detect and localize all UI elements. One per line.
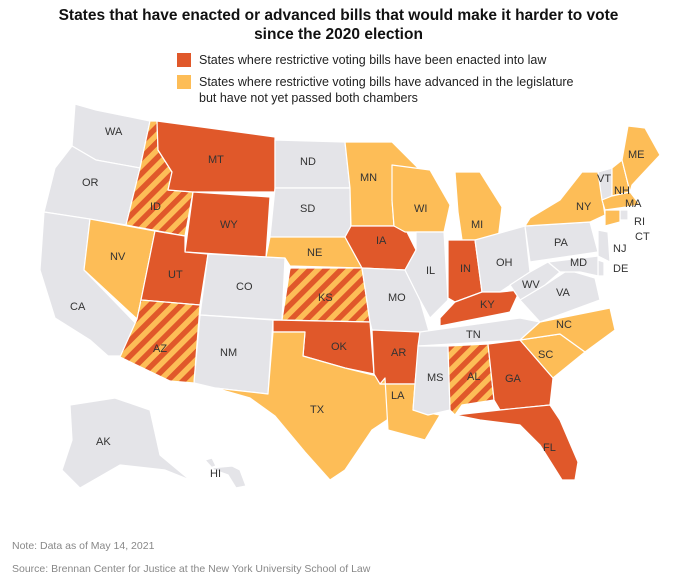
state-AZ[interactable] <box>119 299 201 384</box>
state-label-WA: WA <box>105 126 123 138</box>
state-AK[interactable] <box>61 397 191 489</box>
state-label-NY: NY <box>576 201 592 213</box>
legend-item-advanced: States where restrictive voting bills ha… <box>177 74 637 106</box>
state-label-NV: NV <box>110 251 126 263</box>
state-label-NC: NC <box>556 319 572 331</box>
state-DE[interactable] <box>597 259 605 277</box>
title-line-2: since the 2020 election <box>254 26 423 43</box>
state-label-MN: MN <box>360 172 377 184</box>
state-label-TN: TN <box>466 329 481 341</box>
footnote-source: Source: Brennan Center for Justice at th… <box>12 563 371 575</box>
state-label-AK: AK <box>96 436 111 448</box>
legend: States where restrictive voting bills ha… <box>177 52 637 112</box>
state-label-CA: CA <box>70 301 86 313</box>
state-label-PA: PA <box>554 237 569 249</box>
state-label-NE: NE <box>307 247 322 259</box>
state-label-WY: WY <box>220 219 238 231</box>
state-label-WI: WI <box>414 203 427 215</box>
state-WI[interactable] <box>391 164 451 233</box>
state-label-OH: OH <box>496 257 513 269</box>
legend-swatch-enacted <box>177 53 191 67</box>
chart-title: States that have enacted or advanced bil… <box>0 6 677 44</box>
state-label-DE: DE <box>613 263 628 275</box>
state-label-IN: IN <box>460 263 471 275</box>
legend-item-enacted: States where restrictive voting bills ha… <box>177 52 637 68</box>
state-label-ME: ME <box>628 149 645 161</box>
state-label-AZ: AZ <box>153 343 167 355</box>
state-label-UT: UT <box>168 269 183 281</box>
state-label-LA: LA <box>391 390 405 402</box>
state-label-SC: SC <box>538 349 553 361</box>
legend-swatch-advanced <box>177 75 191 89</box>
state-label-AR: AR <box>391 347 406 359</box>
state-label-WV: WV <box>522 279 540 291</box>
state-MD[interactable] <box>547 255 599 277</box>
state-label-FL: FL <box>543 442 556 454</box>
state-label-IA: IA <box>376 235 387 247</box>
state-label-NM: NM <box>220 347 237 359</box>
legend-label-advanced-line1: States where restrictive voting bills ha… <box>199 75 574 89</box>
state-label-ND: ND <box>300 156 316 168</box>
state-KY[interactable] <box>439 289 521 327</box>
state-label-AL: AL <box>467 371 480 383</box>
state-HI[interactable] <box>204 457 247 489</box>
state-labels: WA OR CA ID NV MT WY UT AZ CO NM ND SD N… <box>70 126 650 480</box>
state-label-CT: CT <box>635 231 650 243</box>
state-FL[interactable] <box>454 404 579 481</box>
footnote-date: Note: Data as of May 14, 2021 <box>12 540 155 552</box>
state-label-CO: CO <box>236 281 253 293</box>
state-label-HI: HI <box>210 468 221 480</box>
state-label-KS: KS <box>318 292 333 304</box>
title-line-1: States that have enacted or advanced bil… <box>58 7 619 24</box>
state-TX[interactable] <box>214 331 391 481</box>
state-label-SD: SD <box>300 203 315 215</box>
state-label-MO: MO <box>388 292 406 304</box>
state-NJ[interactable] <box>597 229 611 263</box>
state-NY[interactable] <box>524 171 606 227</box>
state-label-NJ: NJ <box>613 243 626 255</box>
state-RI[interactable] <box>619 209 629 221</box>
us-map: WA OR CA ID NV MT WY UT AZ CO NM ND SD N… <box>39 103 661 489</box>
state-CT[interactable] <box>604 209 621 227</box>
state-label-MI: MI <box>471 219 483 231</box>
state-label-IL: IL <box>426 265 435 277</box>
legend-label-advanced-line2: but have not yet passed both chambers <box>199 91 418 105</box>
state-label-ID: ID <box>150 201 161 213</box>
state-MA[interactable] <box>601 191 641 211</box>
state-label-OR: OR <box>82 177 99 189</box>
state-label-MS: MS <box>427 372 444 384</box>
state-IL[interactable] <box>404 231 449 319</box>
state-label-KY: KY <box>480 299 495 311</box>
state-label-MT: MT <box>208 154 224 166</box>
state-label-TX: TX <box>310 404 325 416</box>
state-label-RI: RI <box>634 216 645 228</box>
state-label-GA: GA <box>505 373 522 385</box>
state-label-VA: VA <box>556 287 571 299</box>
state-label-NH: NH <box>614 185 630 197</box>
state-label-VT: VT <box>597 173 611 185</box>
legend-label-enacted: States where restrictive voting bills ha… <box>199 53 547 67</box>
state-label-MA: MA <box>625 198 642 210</box>
state-label-OK: OK <box>331 341 348 353</box>
state-label-MD: MD <box>570 257 587 269</box>
